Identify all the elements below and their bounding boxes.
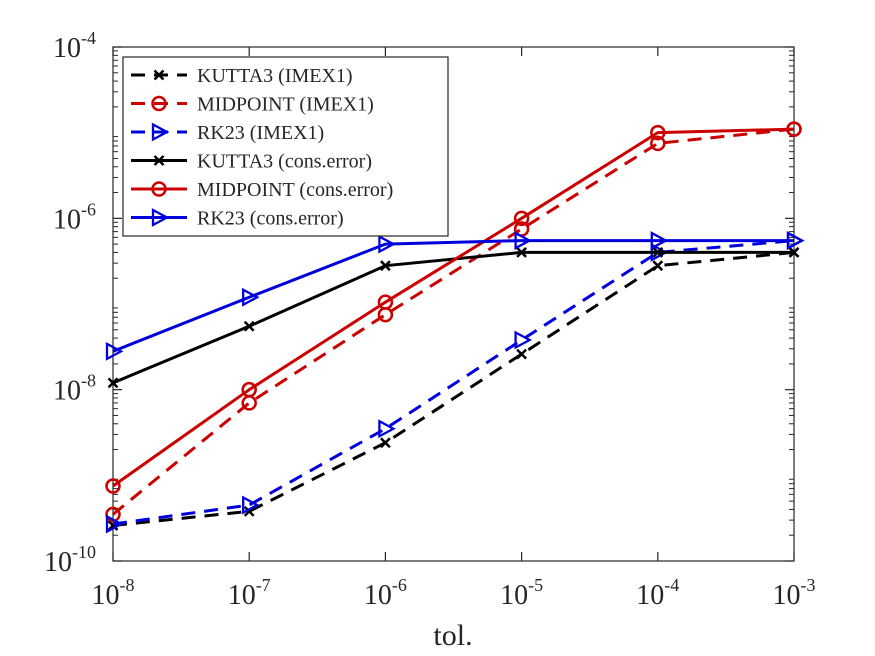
x-tick-label-exponent: -7 [256,575,271,595]
legend-entry: RK23 (cons.error) [131,208,344,230]
data-point [650,231,669,250]
legend-marker [151,95,167,112]
data-point [242,495,260,515]
y-tick-label-exponent: -4 [81,28,96,48]
legend-label: RK23 (cons.error) [197,208,344,230]
y-tick-label-exponent: -6 [81,199,96,219]
legend-entry: KUTTA3 (cons.error) [131,151,372,173]
data-point [242,287,260,307]
data-point [377,294,394,310]
data-point [241,381,257,398]
x-tick-label-base: 10 [636,580,664,611]
data-point [107,377,119,389]
data-point [786,121,802,137]
data-point [652,247,664,258]
legend-label: RK23 (IMEX1) [197,122,324,144]
x-tick-label: 10-8 [92,575,135,611]
legend-entry: KUTTA3 (IMEX1) [131,65,353,87]
y-tick-label-base: 10 [53,204,81,235]
series-line [112,127,795,488]
x-tick-label-exponent: -5 [528,575,543,595]
data-point [105,514,124,534]
x-tick-label: 10-3 [773,575,816,611]
x-tick-label: 10-5 [500,575,543,611]
y-tick-label-exponent: -8 [81,371,96,391]
x-tick-label-base: 10 [500,580,528,611]
x-tick-labels: 10-8 10-7 10-6 10-5 10-4 10-3 [92,575,816,611]
data-point [650,135,666,152]
y-tick-label: 10-4 [53,28,96,64]
legend-marker [151,208,170,227]
y-tick-label-base: 10 [53,376,81,407]
data-point [378,234,396,254]
data-point [516,348,527,360]
series-line [112,127,795,516]
data-point [514,330,533,350]
series-6 [105,231,805,361]
x-axis-title: tol. [433,619,472,652]
data-point [105,478,121,494]
data-point [788,247,800,258]
x-tick-label-exponent: -8 [120,575,135,595]
y-tick-label-exponent: -10 [72,542,96,562]
legend-entry: MIDPOINT (cons.error) [131,179,393,201]
legend-label: KUTTA3 (IMEX1) [197,65,353,87]
x-tick-label-base: 10 [92,580,120,611]
data-point [243,320,255,332]
legend-label: MIDPOINT (IMEX1) [197,94,374,116]
x-tick-label-exponent: -4 [664,575,679,595]
data-point [650,124,666,141]
data-point [786,231,805,250]
legend-marker [153,155,165,166]
x-tick-label-exponent: -3 [801,575,816,595]
series-line [112,239,795,526]
series-5 [105,121,802,494]
legend-entry: RK23 (IMEX1) [131,122,324,144]
data-point [380,437,391,449]
data-point [652,260,664,272]
legend-entry: MIDPOINT (IMEX1) [131,94,374,116]
x-tick-label-base: 10 [228,580,256,611]
legend-box [122,56,449,237]
data-point [516,247,527,258]
legend-label: KUTTA3 (cons.error) [197,151,372,173]
legend-marker [151,181,167,197]
series-line [112,250,795,527]
series-line [112,239,794,353]
legend-label: MIDPOINT (cons.error) [197,179,393,201]
data-point [378,419,396,439]
x-tick-label-base: 10 [364,580,392,611]
legend: KUTTA3 (IMEX1) MIDPOINT (IMEX1) RK23 (IMEX… [122,56,449,237]
data-point [105,341,124,361]
y-tick-label-base: 10 [53,33,81,64]
x-tick-label-base: 10 [773,580,801,611]
x-tick-label: 10-7 [228,575,271,611]
y-tick-label: 10-10 [44,542,96,578]
x-tick-label: 10-6 [364,575,407,611]
x-tick-label: 10-4 [636,575,679,611]
y-tick-label: 10-6 [53,199,96,235]
series-layer [105,121,805,534]
legend-marker [153,69,165,81]
data-point [513,210,530,227]
y-tick-label: 10-8 [53,371,96,407]
major-ticks [112,46,795,562]
data-point [380,260,391,272]
data-point [514,231,533,250]
legend-marker [151,122,170,142]
y-tick-label-base: 10 [44,547,72,578]
x-tick-label-exponent: -6 [392,575,407,595]
